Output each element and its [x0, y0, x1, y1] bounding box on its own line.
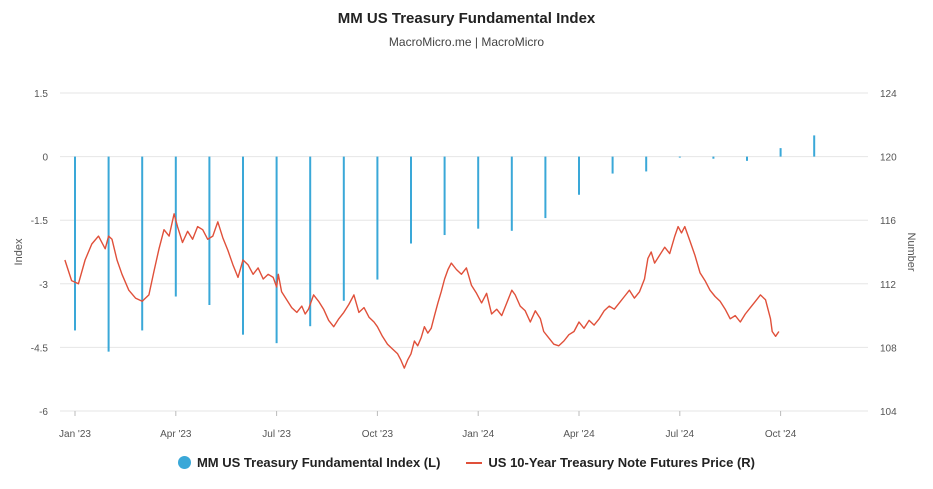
legend-line-icon	[466, 461, 483, 464]
left-tick-label: -1.5	[31, 216, 49, 227]
index-bar	[342, 156, 345, 301]
x-tick-label: Oct '24	[765, 429, 797, 440]
index-bar	[107, 156, 110, 352]
x-tick-label: Apr '23	[160, 429, 192, 440]
right-tick-label: 120	[880, 153, 897, 164]
index-bar	[813, 135, 816, 157]
index-bar	[779, 148, 782, 157]
right-tick-label: 124	[880, 89, 897, 100]
chart-subtitle: MacroMicro.me | MacroMicro	[388, 35, 545, 49]
left-tick-label: 1.5	[34, 89, 48, 100]
legend-item-index[interactable]: MM US Treasury Fundamental Index (L)	[177, 455, 441, 470]
right-tick-label: 116	[880, 216, 896, 227]
index-bar	[477, 156, 480, 229]
right-axis-ticks: 124 120 116 112 108 104	[880, 89, 897, 418]
line-series	[64, 213, 780, 369]
chart-title: MM US Treasury Fundamental Index	[337, 10, 596, 27]
index-bar	[611, 156, 614, 174]
index-bar	[645, 156, 648, 172]
index-bar	[376, 156, 379, 280]
left-tick-label: -3	[39, 280, 48, 291]
left-axis-label: Index	[13, 238, 25, 265]
index-bar	[275, 156, 278, 344]
index-bar	[309, 156, 312, 327]
index-bar	[74, 156, 76, 331]
x-tick-label: Oct '23	[362, 429, 394, 440]
x-tick-label: Jul '23	[262, 429, 291, 440]
index-bar	[678, 156, 681, 158]
right-axis-label: Number	[905, 232, 917, 271]
index-bar	[208, 156, 211, 305]
index-bar	[712, 156, 715, 159]
x-tick-label: Jul '24	[666, 429, 695, 440]
left-axis-ticks: 1.5 0 -1.5 -3 -4.5 -6	[31, 89, 49, 418]
legend-label-index: MM US Treasury Fundamental Index (L)	[196, 455, 441, 470]
legend-item-futures[interactable]: US 10-Year Treasury Note Futures Price (…	[466, 455, 755, 470]
right-tick-label: 108	[880, 343, 897, 354]
left-tick-label: -6	[39, 407, 48, 418]
x-axis-ticks: Jan '23 Apr '23 Jul '23 Oct '23 Jan '24 Apr '…	[59, 411, 797, 440]
x-tick-label: Jan '24	[462, 429, 494, 440]
index-bar	[242, 156, 244, 335]
right-tick-label: 104	[880, 407, 897, 418]
index-bar	[443, 156, 446, 236]
legend: MM US Treasury Fundamental Index (L) US …	[0, 455, 933, 470]
right-tick-label: 112	[880, 280, 896, 291]
legend-label-futures: US 10-Year Treasury Note Futures Price (…	[488, 455, 756, 470]
index-bar	[410, 156, 412, 244]
left-tick-label: -4.5	[31, 343, 49, 354]
index-bar	[174, 156, 177, 297]
x-tick-label: Apr '24	[563, 429, 595, 440]
gridlines	[60, 92, 868, 412]
bar-series	[74, 135, 816, 352]
left-tick-label: 0	[42, 153, 48, 164]
index-bar	[578, 156, 580, 195]
index-bar	[510, 156, 513, 231]
index-bar	[544, 156, 547, 219]
x-tick-label: Jan '23	[59, 429, 91, 440]
legend-dot-icon	[177, 456, 191, 469]
index-bar	[746, 156, 748, 161]
futures-price-line	[64, 213, 780, 369]
index-bar	[141, 156, 144, 331]
